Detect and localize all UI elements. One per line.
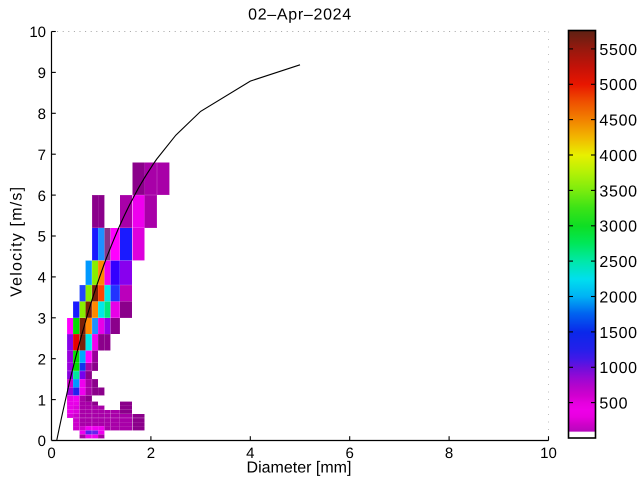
svg-text:0: 0 — [47, 445, 55, 462]
svg-text:9: 9 — [38, 65, 46, 82]
svg-text:5500: 5500 — [599, 42, 637, 59]
svg-text:10: 10 — [29, 24, 46, 41]
svg-text:3000: 3000 — [599, 219, 637, 236]
svg-text:1000: 1000 — [599, 360, 637, 377]
svg-text:10: 10 — [540, 445, 557, 462]
svg-text:3: 3 — [38, 311, 46, 328]
svg-text:2500: 2500 — [599, 254, 637, 271]
svg-text:8: 8 — [445, 445, 453, 462]
svg-text:7: 7 — [38, 147, 46, 164]
svg-text:4: 4 — [38, 270, 46, 287]
svg-text:6: 6 — [38, 188, 46, 205]
svg-text:1500: 1500 — [599, 325, 637, 342]
svg-text:5: 5 — [38, 229, 46, 246]
svg-text:500: 500 — [599, 396, 628, 413]
svg-text:0: 0 — [38, 433, 46, 450]
svg-text:1: 1 — [38, 392, 46, 409]
svg-text:3500: 3500 — [599, 183, 637, 200]
svg-text:5000: 5000 — [599, 77, 637, 94]
svg-text:Diameter [mm]: Diameter [mm] — [247, 460, 352, 477]
svg-text:6: 6 — [346, 445, 354, 462]
svg-text:2: 2 — [38, 351, 46, 368]
svg-text:2: 2 — [147, 445, 155, 462]
svg-text:Velocity [m/s]: Velocity [m/s] — [9, 186, 26, 297]
svg-text:02–Apr–2024: 02–Apr–2024 — [248, 7, 352, 24]
svg-text:4500: 4500 — [599, 113, 637, 130]
svg-text:4000: 4000 — [599, 148, 637, 165]
svg-text:2000: 2000 — [599, 289, 637, 306]
svg-text:8: 8 — [38, 106, 46, 123]
svg-text:4: 4 — [246, 445, 254, 462]
